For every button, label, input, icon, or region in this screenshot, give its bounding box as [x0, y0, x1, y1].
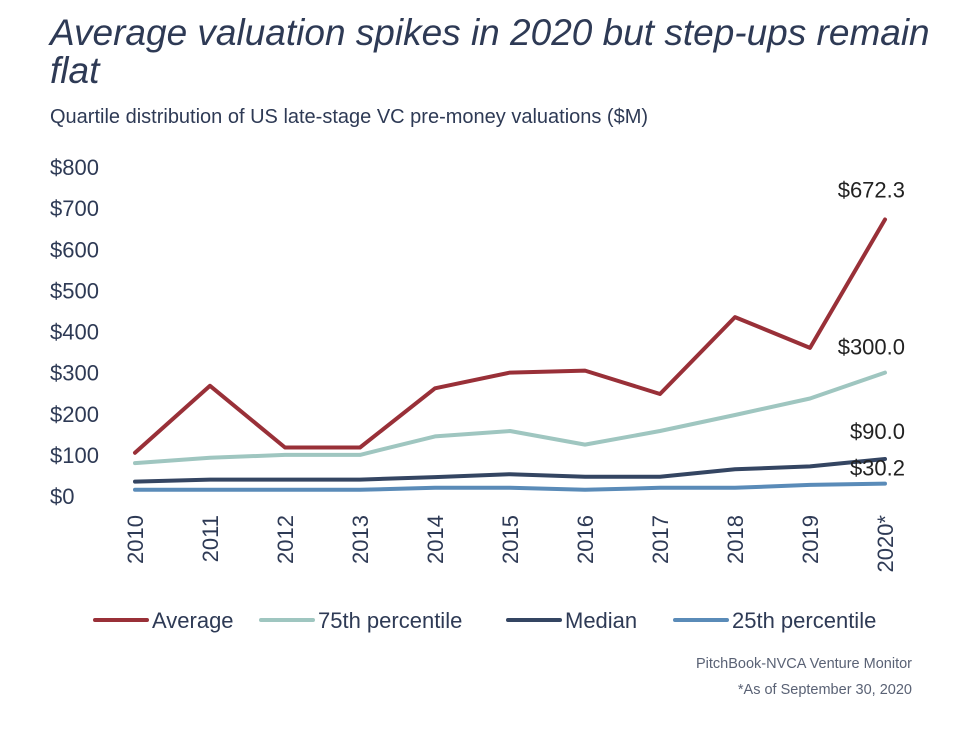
x-tick-label: 2019	[798, 515, 823, 564]
x-tick-label: 2013	[348, 515, 373, 564]
series-line-average	[133, 217, 887, 455]
y-tick-label: $200	[50, 402, 99, 427]
legend-item: 75th percentile	[259, 608, 462, 633]
end-data-label: $30.2	[850, 456, 905, 481]
end-labels: $672.3 $300.0 $90.0 $30.2	[838, 178, 905, 481]
series-line-25th-percentile	[133, 481, 887, 492]
x-tick-label: 2011	[198, 515, 223, 562]
y-tick-label: $500	[50, 278, 99, 303]
legend-item: Median	[506, 608, 637, 633]
x-tick-label: 2014	[423, 515, 448, 564]
x-axis: 2010 2011 2012 2013 2014 2015 2016 2017 2018 2019…	[123, 515, 898, 573]
series-lines	[133, 217, 887, 492]
x-tick-label: 2018	[723, 515, 748, 564]
as-of-note: *As of September 30, 2020	[737, 682, 912, 698]
x-tick-label: 2017	[648, 515, 673, 564]
legend-label: 75th percentile	[318, 608, 462, 633]
y-tick-label: $700	[50, 196, 99, 221]
end-data-label: $300.0	[838, 335, 905, 360]
legend: Average 75th percentile Median 25th percent…	[93, 608, 876, 633]
legend-item: Average	[93, 608, 234, 633]
y-tick-label: $0	[50, 484, 74, 509]
x-tick-label: 2015	[498, 515, 523, 564]
y-tick-label: $400	[50, 320, 99, 345]
end-data-label: $672.3	[838, 178, 905, 203]
x-tick-label: 2020*	[873, 515, 898, 573]
series-line-median	[133, 457, 887, 484]
legend-label: Average	[152, 608, 234, 633]
series-line-75th-percentile	[133, 370, 887, 466]
legend-label: Median	[565, 608, 637, 633]
y-tick-label: $100	[50, 443, 99, 468]
chart-subtitle: Quartile distribution of US late-stage V…	[50, 106, 649, 128]
legend-item: 25th percentile	[673, 608, 876, 633]
y-tick-label: $800	[50, 155, 99, 180]
chart-title: Average valuation spikes in 2020 but ste…	[50, 12, 930, 91]
x-tick-label: 2010	[123, 515, 148, 564]
x-tick-label: 2012	[273, 515, 298, 564]
y-tick-label: $600	[50, 237, 99, 262]
legend-label: 25th percentile	[732, 608, 876, 633]
end-data-label: $90.0	[850, 419, 905, 444]
y-tick-label: $300	[50, 361, 99, 386]
x-tick-label: 2016	[573, 515, 598, 564]
y-axis: $0 $100 $200 $300 $400 $500 $600 $700 $800	[50, 155, 99, 509]
source-note: PitchBook-NVCA Venture Monitor	[696, 656, 912, 672]
